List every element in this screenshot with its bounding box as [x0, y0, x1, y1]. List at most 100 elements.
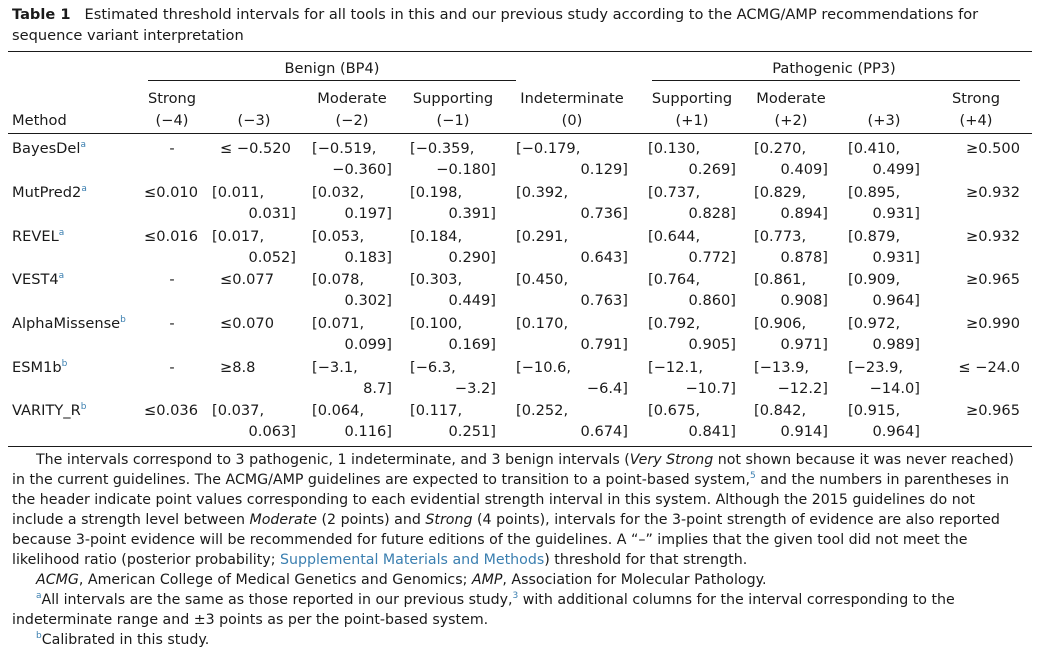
interval-lower: [0.764, [648, 271, 701, 288]
interval-upper: −12.2] [777, 380, 828, 397]
column-header-name: Moderate [317, 90, 387, 107]
interval-lower: [0.291, [516, 228, 569, 245]
interval-lower: [−0.179, [516, 140, 581, 157]
interval-upper: 0.116] [344, 423, 392, 440]
interval-upper: −14.0] [869, 380, 920, 397]
method-label: MutPred2 [12, 184, 82, 201]
group-rule-benign [148, 80, 516, 81]
column-header-name: Indeterminate [520, 90, 624, 107]
interval-cell: ≥0.965 [965, 271, 1020, 288]
interval-lower: [0.071, [312, 315, 365, 332]
interval-lower: [0.909, [848, 271, 901, 288]
column-header-points: (+3) [867, 112, 901, 129]
method-name: ESM1bb [12, 357, 67, 378]
interval-upper: 0.905] [688, 336, 736, 353]
interval-lower: [0.130, [648, 140, 701, 157]
interval-lower: [−12.1, [648, 359, 704, 376]
interval-upper: 0.099] [344, 336, 392, 353]
interval-upper: −10.7] [685, 380, 736, 397]
interval-upper: 0.409] [780, 161, 828, 178]
interval-cell: - [169, 359, 175, 376]
interval-upper: 0.499] [872, 161, 920, 178]
interval-upper: 0.894] [780, 205, 828, 222]
column-header-name: Supporting [651, 90, 733, 107]
column-header-points: (+2) [774, 112, 808, 129]
interval-upper: 0.643] [580, 249, 628, 266]
interval-upper: 0.063] [248, 423, 296, 440]
interval-lower: [0.972, [848, 315, 901, 332]
interval-cell: ≥0.932 [965, 184, 1020, 201]
column-header-points: (−1) [436, 112, 470, 129]
interval-cell: - [169, 271, 175, 288]
method-label: VARITY_R [12, 402, 81, 419]
interval-upper: 0.736] [580, 205, 628, 222]
column-header-name: Strong [147, 90, 197, 107]
interval-upper: 0.791] [580, 336, 628, 353]
method-label: BayesDel [12, 140, 81, 157]
method-footnote-marker: b [61, 359, 68, 369]
interval-upper: 0.169] [448, 336, 496, 353]
interval-upper: 0.964] [872, 423, 920, 440]
method-footnote-marker: b [120, 315, 126, 325]
method-header: Method [12, 112, 67, 129]
interval-lower: [0.392, [516, 184, 569, 201]
method-name: AlphaMissenseb [12, 313, 126, 334]
interval-lower: [0.737, [648, 184, 701, 201]
interval-upper: 0.763] [580, 292, 628, 309]
interval-lower: [0.792, [648, 315, 701, 332]
interval-lower: [0.011, [212, 184, 265, 201]
interval-lower: [0.861, [754, 271, 807, 288]
interval-lower: [0.170, [516, 315, 569, 332]
column-header-name: Supporting [412, 90, 494, 107]
interval-cell: ≤0.010 [144, 184, 199, 201]
interval-upper: 0.674] [580, 423, 628, 440]
interval-upper: 0.129] [580, 161, 628, 178]
interval-lower: [0.410, [848, 140, 901, 157]
interval-lower: [0.037, [212, 402, 265, 419]
method-label: AlphaMissense [12, 315, 121, 332]
header-rule [8, 133, 1032, 134]
footnote-a: aAll intervals are the same as those rep… [12, 591, 955, 629]
interval-cell: - [169, 140, 175, 157]
interval-lower: [0.053, [312, 228, 365, 245]
interval-lower: [0.842, [754, 402, 807, 419]
interval-cell: ≤0.036 [144, 402, 199, 419]
interval-lower: [0.252, [516, 402, 569, 419]
interval-upper: −6.4] [586, 380, 628, 397]
column-header-points: (−3) [237, 112, 271, 129]
method-footnote-marker: a [81, 184, 87, 194]
method-name: MutPred2a [12, 182, 87, 203]
interval-upper: 0.914] [780, 423, 828, 440]
interval-lower: [0.032, [312, 184, 365, 201]
interval-lower: [0.064, [312, 402, 365, 419]
interval-upper: 0.878] [780, 249, 828, 266]
interval-upper: 0.860] [688, 292, 736, 309]
interval-upper: 0.989] [872, 336, 920, 353]
interval-lower: [−3.1, [312, 359, 358, 376]
method-footnote-marker: a [58, 271, 65, 281]
interval-upper: 0.772] [688, 249, 736, 266]
interval-lower: [0.270, [754, 140, 807, 157]
interval-cell: ≥0.990 [965, 315, 1020, 332]
supplemental-link[interactable]: Supplemental Materials and Methods [279, 552, 545, 568]
column-header-points: (0) [561, 112, 583, 129]
interval-cell: ≥8.8 [220, 359, 256, 376]
column-header-points: (−4) [155, 112, 189, 129]
interval-upper: −0.360] [332, 161, 392, 178]
bottom-rule [8, 446, 1032, 447]
interval-upper: 0.931] [872, 249, 920, 266]
method-label: VEST4 [12, 271, 59, 288]
method-name: REVELa [12, 226, 64, 247]
interval-upper: 0.302] [344, 292, 392, 309]
interval-lower: [0.644, [648, 228, 701, 245]
interval-upper: 0.971] [780, 336, 828, 353]
method-footnote-marker: b [80, 402, 87, 412]
interval-cell: ≥0.932 [965, 228, 1020, 245]
note-abbreviations: ACMG, American College of Medical Geneti… [36, 572, 767, 588]
interval-lower: [0.879, [848, 228, 901, 245]
footnote-b: bCalibrated in this study. [36, 631, 210, 649]
interval-upper: 0.031] [248, 205, 296, 222]
interval-cell: ≤0.070 [220, 315, 275, 332]
interval-lower: [0.773, [754, 228, 807, 245]
interval-upper: 0.931] [872, 205, 920, 222]
